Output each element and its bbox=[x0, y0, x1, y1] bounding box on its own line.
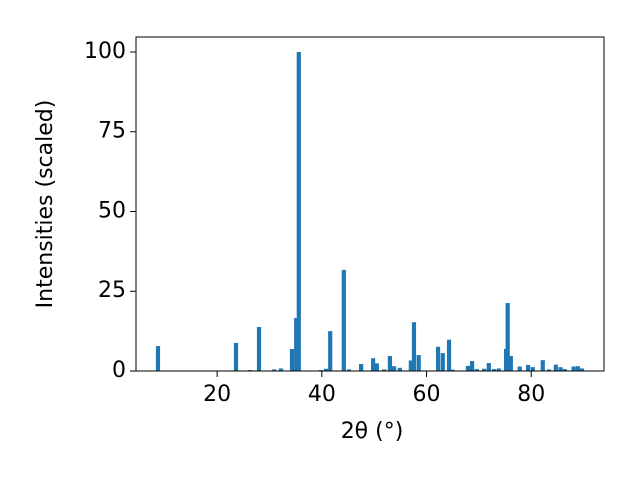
bar bbox=[540, 360, 545, 371]
bar bbox=[491, 369, 497, 371]
bar bbox=[446, 339, 452, 371]
bar bbox=[278, 368, 284, 371]
bar bbox=[450, 369, 455, 371]
bar bbox=[371, 358, 376, 371]
bar bbox=[341, 269, 346, 371]
y-tick-label: 100 bbox=[84, 39, 126, 64]
bar bbox=[382, 369, 387, 371]
y-axis-label: Intensities (scaled) bbox=[33, 100, 58, 309]
bar bbox=[562, 369, 567, 371]
bar bbox=[256, 326, 262, 371]
bar bbox=[374, 363, 379, 371]
bar bbox=[328, 331, 333, 371]
bar bbox=[465, 365, 470, 371]
bar bbox=[440, 353, 445, 371]
x-tick-label: 40 bbox=[308, 382, 336, 407]
plot-frame bbox=[135, 36, 605, 372]
bar bbox=[416, 355, 421, 371]
x-tick-label: 20 bbox=[203, 382, 231, 407]
bar bbox=[233, 342, 239, 371]
bar bbox=[155, 346, 161, 371]
x-tick-label: 60 bbox=[413, 382, 441, 407]
bar bbox=[323, 368, 329, 371]
x-tick-label: 80 bbox=[517, 382, 545, 407]
bar bbox=[294, 318, 299, 371]
y-tick-label: 25 bbox=[98, 278, 126, 303]
bar bbox=[546, 369, 552, 371]
bar bbox=[486, 363, 491, 371]
bar bbox=[553, 364, 558, 371]
bar bbox=[272, 369, 277, 371]
bar bbox=[435, 346, 441, 371]
bar bbox=[359, 363, 364, 371]
bar bbox=[526, 364, 531, 371]
bar bbox=[391, 366, 397, 371]
bar bbox=[482, 368, 487, 371]
bar bbox=[397, 367, 402, 371]
bar bbox=[558, 367, 563, 371]
y-tick-label: 75 bbox=[98, 119, 126, 144]
bar bbox=[496, 368, 501, 371]
bar bbox=[571, 366, 576, 371]
bar bbox=[575, 366, 580, 371]
y-tick-label: 50 bbox=[98, 198, 126, 223]
bar bbox=[408, 360, 413, 371]
bar bbox=[289, 348, 295, 371]
y-tick-label: 0 bbox=[112, 358, 126, 383]
bar bbox=[505, 303, 510, 371]
bar bbox=[296, 51, 301, 371]
bar bbox=[474, 369, 479, 371]
bar bbox=[508, 356, 513, 371]
bar bbox=[469, 361, 475, 371]
bar bbox=[346, 369, 352, 371]
bar bbox=[411, 322, 417, 371]
bar bbox=[387, 356, 392, 371]
bar bbox=[517, 366, 522, 371]
bar bbox=[530, 367, 535, 371]
x-axis-label: 2θ (°) bbox=[341, 419, 404, 444]
bar bbox=[579, 368, 585, 371]
